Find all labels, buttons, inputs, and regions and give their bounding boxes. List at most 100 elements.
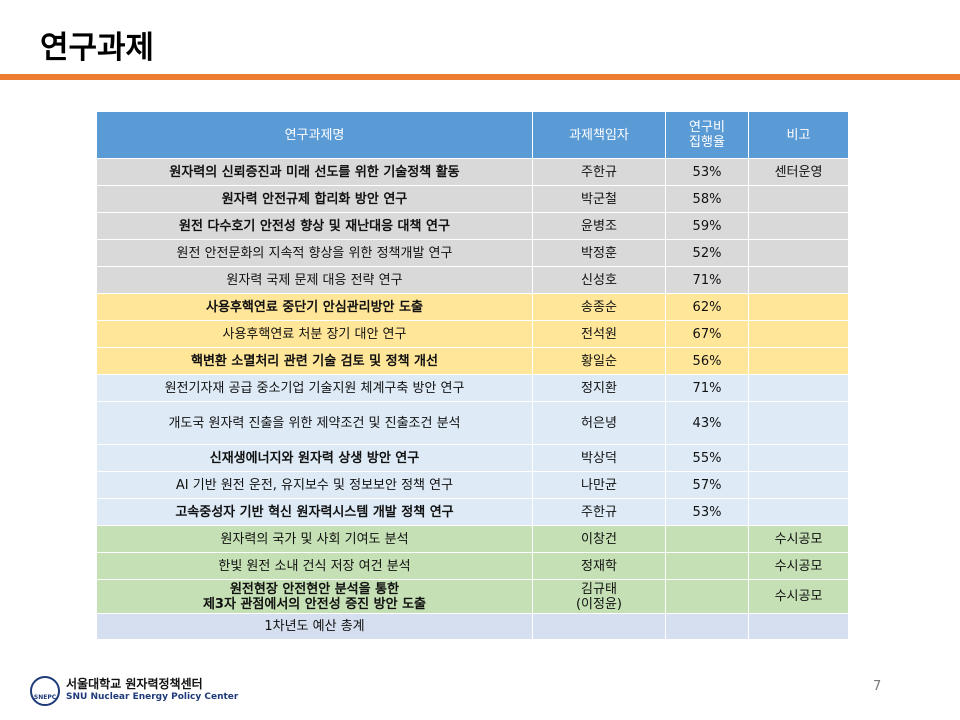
table-cell: 황일순 [532, 347, 666, 375]
table-cell [748, 239, 849, 267]
table-row: AI 기반 원전 운전, 유지보수 및 정보보안 정책 연구 나만균 57% [96, 471, 849, 499]
table-cell: 62% [665, 293, 749, 321]
table-row: 핵변환 소멸처리 관련 기술 검토 및 정책 개선 황일순 56% [96, 347, 849, 375]
table-cell: 원전기자재 공급 중소기업 기술지원 체계구축 방안 연구 [96, 374, 533, 402]
table-cell: 원전 안전문화의 지속적 향상을 위한 정책개발 연구 [96, 239, 533, 267]
table-row: 원전현장 안전현안 분석을 통한 제3자 관점에서의 안전성 증진 방안 도출 김… [96, 579, 849, 614]
table-cell: 원전현장 안전현안 분석을 통한 제3자 관점에서의 안전성 증진 방안 도출 [96, 579, 533, 614]
table-row: 1차년도 예산 총계 [96, 613, 849, 640]
table-cell: 71% [665, 266, 749, 294]
table-row: 개도국 원자력 진출을 위한 제약조건 및 진출조건 분석 허은녕 43% [96, 401, 849, 445]
table-cell: 박군철 [532, 185, 666, 213]
table-row: 원자력 국제 문제 대응 전략 연구 신성호 71% [96, 266, 849, 294]
org: 서울대학교 원자력정책센터 SNU Nuclear Energy Policy … [66, 678, 238, 704]
table-cell: 윤병조 [532, 212, 666, 240]
title-rule [0, 74, 960, 80]
table-cell: 한빛 원전 소내 건식 저장 여건 분석 [96, 552, 533, 580]
table-cell: 67% [665, 320, 749, 348]
table-cell: 주한규 [532, 158, 666, 186]
column-header: 비고 [748, 111, 849, 159]
table-cell: 원자력 국제 문제 대응 전략 연구 [96, 266, 533, 294]
table-cell: 송종순 [532, 293, 666, 321]
table-cell: 센터운영 [748, 158, 849, 186]
table-cell: 박정훈 [532, 239, 666, 267]
table-cell: 나만균 [532, 471, 666, 499]
table-row: 원전 다수호기 안전성 향상 및 재난대응 대책 연구 윤병조 59% [96, 212, 849, 240]
logo: SNEPC 서울대학교 원자력정책센터 SNU Nuclear Energy P… [30, 676, 238, 706]
table-cell: AI 기반 원전 운전, 유지보수 및 정보보안 정책 연구 [96, 471, 533, 499]
title: 연구과제 [40, 30, 155, 66]
table-cell [748, 266, 849, 294]
table-cell [748, 401, 849, 445]
table-row: 고속중성자 기반 혁신 원자력시스템 개발 정책 연구 주한규 53% [96, 498, 849, 526]
page-number: 7 [873, 679, 882, 694]
table-cell: 71% [665, 374, 749, 402]
column-header: 연구과제명 [96, 111, 533, 159]
table-cell: 핵변환 소멸처리 관련 기술 검토 및 정책 개선 [96, 347, 533, 375]
logo-badge: SNEPC [30, 676, 60, 706]
table-cell: 수시공모 [748, 552, 849, 580]
table-cell: 43% [665, 401, 749, 445]
table-cell: 59% [665, 212, 749, 240]
table-cell [748, 498, 849, 526]
table-cell: 정지환 [532, 374, 666, 402]
table-cell: 고속중성자 기반 혁신 원자력시스템 개발 정책 연구 [96, 498, 533, 526]
table-cell: 사용후핵연료 중단기 안심관리방안 도출 [96, 293, 533, 321]
table-cell: 이창건 [532, 525, 666, 553]
table-cell: 53% [665, 498, 749, 526]
table-row: 사용후핵연료 중단기 안심관리방안 도출 송종순 62% [96, 293, 849, 321]
table-cell: 박상덕 [532, 444, 666, 472]
table-cell: 신성호 [532, 266, 666, 294]
header-row: 연구과제명 과제책임자 연구비 집행율 비고 [96, 111, 849, 159]
table-cell: 58% [665, 185, 749, 213]
table-cell: 1차년도 예산 총계 [96, 613, 533, 640]
table-cell: 김규태 (이정윤) [532, 579, 666, 614]
table-cell [748, 347, 849, 375]
table-cell: 56% [665, 347, 749, 375]
table-row: 원자력 안전규제 합리화 방안 연구 박군철 58% [96, 185, 849, 213]
table-cell [748, 185, 849, 213]
table-cell: 주한규 [532, 498, 666, 526]
table-body: 원자력의 신뢰증진과 미래 선도를 위한 기술정책 활동 주한규 53% 센터운영 원자… [96, 158, 849, 640]
table-row: 사용후핵연료 처분 장기 대안 연구 전석원 67% [96, 320, 849, 348]
table-cell: 원자력 안전규제 합리화 방안 연구 [96, 185, 533, 213]
table-cell [748, 613, 849, 640]
table-cell [665, 552, 749, 580]
table-row: 원자력의 신뢰증진과 미래 선도를 위한 기술정책 활동 주한규 53% 센터운영 [96, 158, 849, 186]
table-cell: 52% [665, 239, 749, 267]
table-cell: 55% [665, 444, 749, 472]
table-row: 원전 안전문화의 지속적 향상을 위한 정책개발 연구 박정훈 52% [96, 239, 849, 267]
column-header: 과제책임자 [532, 111, 666, 159]
table-cell: 사용후핵연료 처분 장기 대안 연구 [96, 320, 533, 348]
table-cell: 수시공모 [748, 579, 849, 614]
table-cell [665, 525, 749, 553]
org-ko: 서울대학교 원자력정책센터 [66, 677, 203, 691]
table-cell [748, 374, 849, 402]
table-cell: 정재학 [532, 552, 666, 580]
table-cell: 원전 다수호기 안전성 향상 및 재난대응 대책 연구 [96, 212, 533, 240]
table-row: 신재생에너지와 원자력 상생 방안 연구 박상덕 55% [96, 444, 849, 472]
table-cell: 허은녕 [532, 401, 666, 445]
table-cell: 전석원 [532, 320, 666, 348]
table-cell [532, 613, 666, 640]
table-cell: 수시공모 [748, 525, 849, 553]
project-table: 연구과제명 과제책임자 연구비 집행율 비고 원자력의 신뢰증진과 미래 선도를 위한… [96, 111, 849, 640]
table-cell [748, 471, 849, 499]
table-row: 원전기자재 공급 중소기업 기술지원 체계구축 방안 연구 정지환 71% [96, 374, 849, 402]
org-en: SNU Nuclear Energy Policy Center [66, 692, 239, 702]
table-row: 한빛 원전 소내 건식 저장 여건 분석 정재학 수시공모 [96, 552, 849, 580]
table-row: 원자력의 국가 및 사회 기여도 분석 이창건 수시공모 [96, 525, 849, 553]
table-cell: 원자력의 신뢰증진과 미래 선도를 위한 기술정책 활동 [96, 158, 533, 186]
table-cell [748, 212, 849, 240]
column-header: 연구비 집행율 [665, 111, 749, 159]
table-cell [665, 613, 749, 640]
table-cell [748, 320, 849, 348]
table-cell [748, 444, 849, 472]
table-cell: 개도국 원자력 진출을 위한 제약조건 및 진출조건 분석 [96, 401, 533, 445]
table-cell [665, 579, 749, 614]
table-cell: 원자력의 국가 및 사회 기여도 분석 [96, 525, 533, 553]
table-cell [748, 293, 849, 321]
table-cell: 53% [665, 158, 749, 186]
table-cell: 57% [665, 471, 749, 499]
